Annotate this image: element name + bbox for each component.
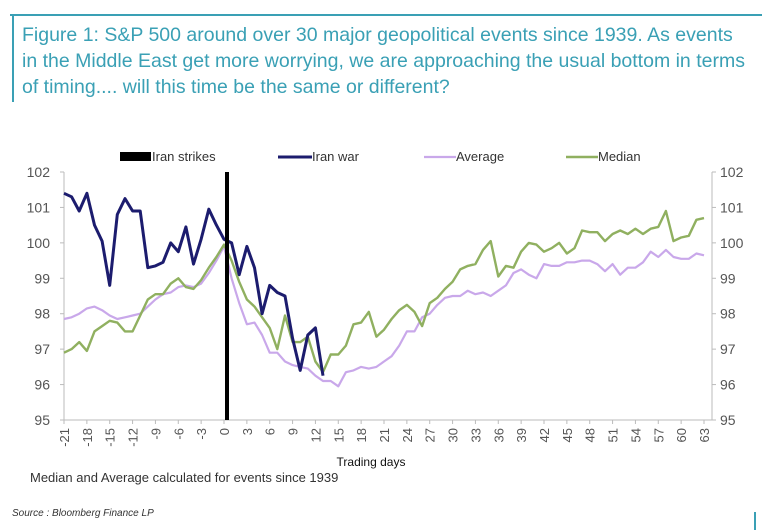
y-tick-label-right: 99 [720,270,736,286]
x-tick-label: 27 [423,428,438,442]
legend-label-iran-war: Iran war [312,149,360,164]
chart-note: Median and Average calculated for events… [30,470,339,485]
x-tick-label: 57 [651,428,666,442]
x-tick-label: 39 [514,428,529,442]
series-line-average [63,245,705,388]
figure-title: Figure 1: S&P 500 around over 30 major g… [22,24,745,98]
y-tick-label-left: 101 [27,199,51,215]
footer-border [754,512,756,530]
legend: Iran strikes Iran war Average Median [120,149,641,164]
legend-label-median: Median [598,149,641,164]
x-tick-label: -6 [171,428,186,440]
x-tick-label: 63 [697,428,712,442]
x-tick-label: 60 [674,428,689,442]
y-tick-label-left: 99 [34,270,50,286]
x-tick-label: 21 [377,428,392,442]
legend-label-average: Average [456,149,504,164]
y-tick-label-right: 96 [720,377,736,393]
header-border-left [12,14,14,102]
series-line-iran-war [63,191,325,376]
x-tick-label: 48 [583,428,598,442]
x-tick-label: -15 [103,428,118,447]
x-tick-label: 45 [560,428,575,442]
x-tick-label: 36 [491,428,506,442]
y-tick-label-right: 98 [720,306,736,322]
x-tick-label: -12 [126,428,141,447]
x-tick-label: 42 [537,428,552,442]
y-tick-label-right: 100 [720,235,744,251]
y-tick-label-left: 98 [34,306,50,322]
y-tick-label-left: 100 [27,235,51,251]
x-tick-label: 54 [628,428,643,442]
x-tick-label: -3 [194,428,209,440]
x-tick-label: 3 [240,428,255,435]
header-border-top [10,14,762,16]
x-tick-label: 30 [446,428,461,442]
y-tick-label-right: 101 [720,199,744,215]
y-tick-label-right: 97 [720,341,736,357]
x-tick-label: 12 [308,428,323,442]
x-tick-label: 51 [606,428,621,442]
x-tick-label: -18 [80,428,95,447]
source-text: Source : Bloomberg Finance LP [12,508,154,519]
y-tick-label-left: 96 [34,377,50,393]
x-tick-label: 18 [354,428,369,442]
x-tick-label: 15 [331,428,346,442]
x-tick-label: -9 [148,428,163,440]
y-tick-label-right: 95 [720,412,736,428]
series-lines [63,172,705,420]
x-tick-label: 0 [217,428,232,435]
x-tick-label: 6 [263,428,278,435]
x-tick-label: 24 [400,428,415,442]
series-line-median [63,209,705,374]
x-tick-label: 9 [286,428,301,435]
legend-label-iran-strikes: Iran strikes [152,149,216,164]
legend-swatch-iran-strikes [120,152,151,161]
line-chart: Iran strikes Iran war Average Median 95 9596… [27,149,744,469]
y-tick-label-left: 102 [27,164,51,180]
y-tick-label-left: 97 [34,341,50,357]
x-axis-label: Trading days [337,455,406,469]
y-tick-label-left: 95 [34,412,50,428]
y-tick-label-right: 102 [720,164,744,180]
x-tick-label: -21 [57,428,72,447]
x-tick-label: 33 [468,428,483,442]
